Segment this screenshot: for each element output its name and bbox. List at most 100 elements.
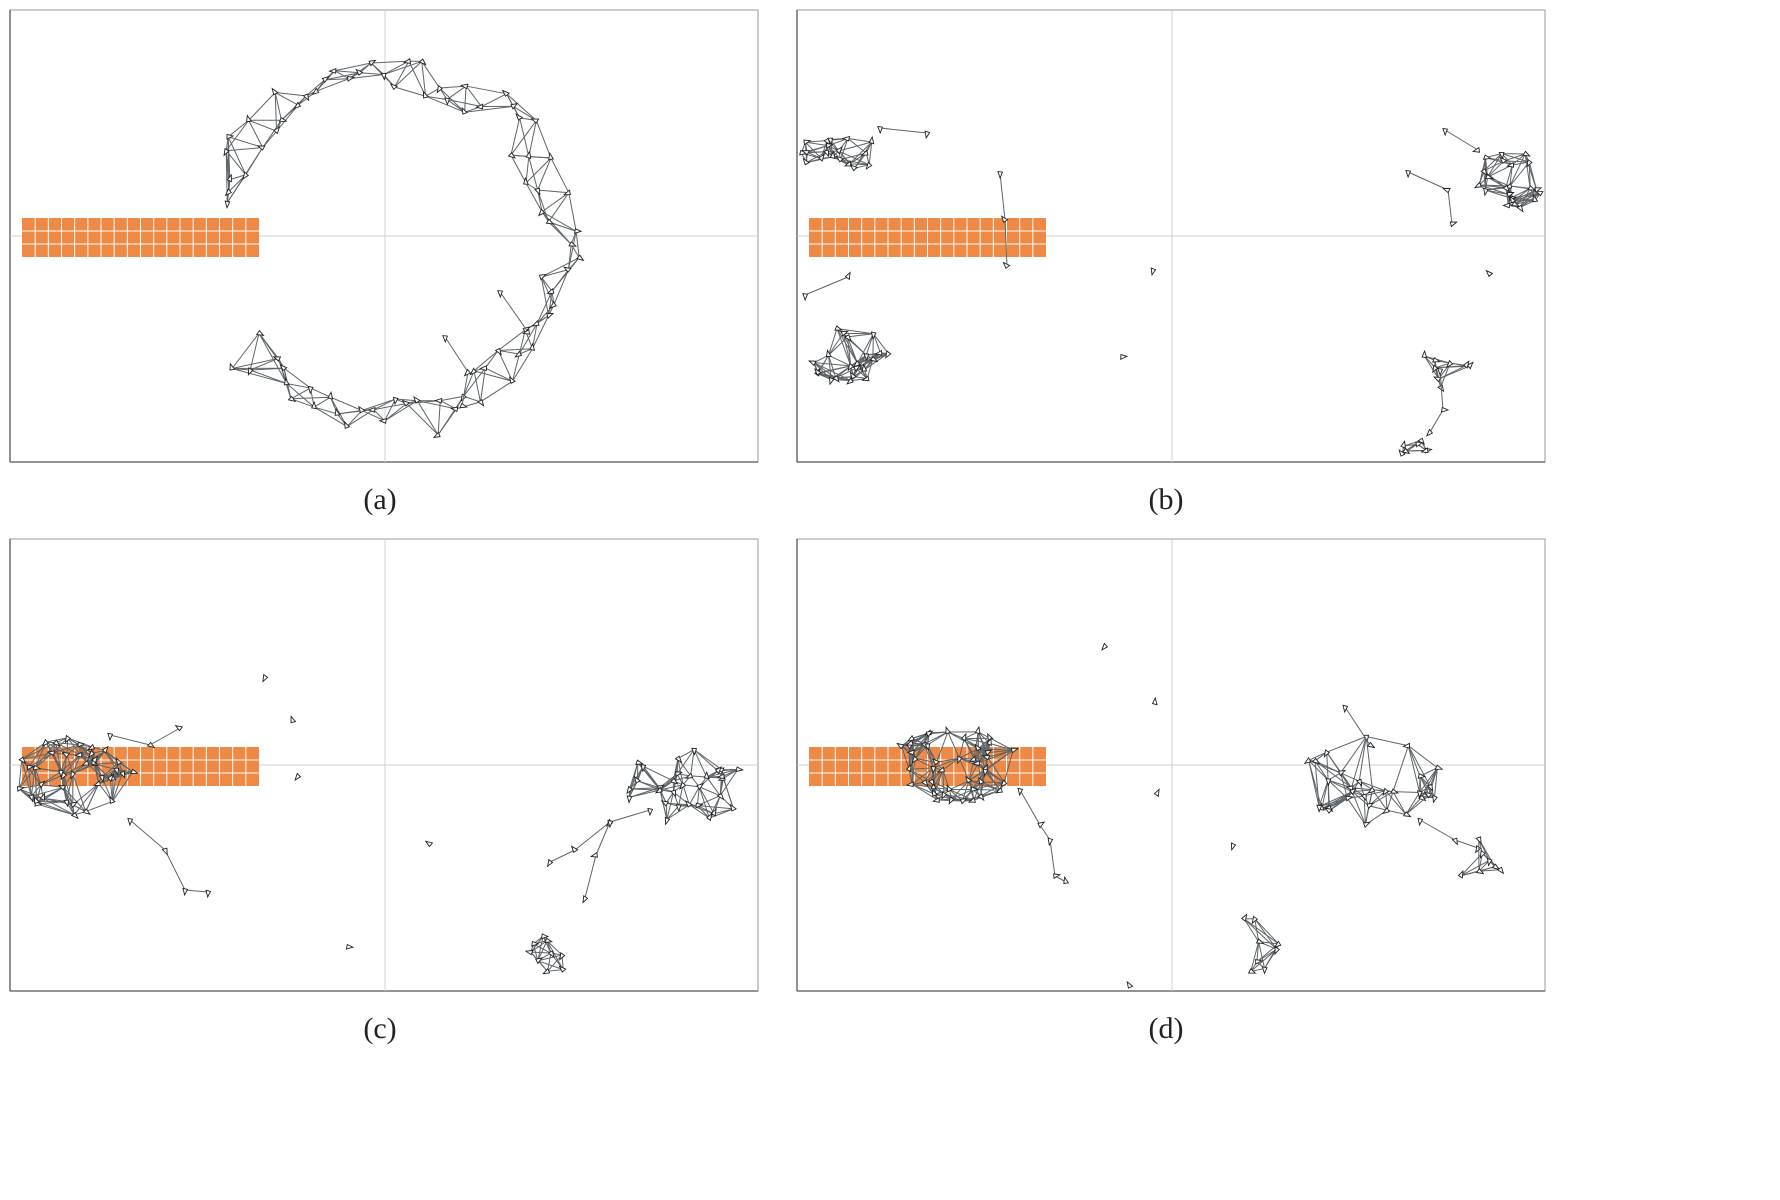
network-edge bbox=[1407, 745, 1431, 787]
network-edge bbox=[1019, 789, 1041, 826]
network-node bbox=[945, 726, 952, 735]
network-edge bbox=[840, 158, 870, 166]
network-node bbox=[535, 957, 543, 965]
network-node bbox=[1063, 875, 1070, 885]
network-node bbox=[1303, 756, 1312, 765]
network-edge bbox=[933, 757, 960, 769]
network-edge bbox=[999, 172, 1006, 221]
network-edge bbox=[1392, 791, 1407, 815]
network-edge bbox=[286, 383, 315, 408]
network-edge bbox=[980, 782, 1005, 797]
network-edge bbox=[227, 119, 250, 138]
network-node bbox=[302, 93, 310, 102]
network-node bbox=[418, 58, 427, 66]
network-node bbox=[849, 164, 858, 172]
network-node bbox=[1274, 946, 1281, 956]
network-node bbox=[38, 780, 46, 789]
network-edge bbox=[911, 767, 934, 785]
network-node bbox=[508, 376, 516, 384]
network-edge bbox=[530, 940, 548, 953]
network-edge bbox=[36, 786, 64, 803]
network-edge bbox=[546, 940, 564, 970]
network-edge bbox=[1386, 809, 1407, 815]
network-node bbox=[413, 396, 421, 404]
network-edge bbox=[248, 119, 277, 132]
network-node bbox=[1325, 778, 1332, 787]
network-edge bbox=[510, 120, 537, 156]
network-edge bbox=[274, 92, 299, 106]
network-edge bbox=[977, 749, 1014, 764]
network-node bbox=[459, 402, 469, 409]
network-node bbox=[997, 170, 1004, 180]
network-edge bbox=[693, 749, 723, 771]
network-node bbox=[974, 725, 981, 735]
network-edge bbox=[676, 749, 695, 775]
network-edge bbox=[21, 759, 32, 797]
network-cluster bbox=[1398, 437, 1433, 457]
network-node bbox=[675, 771, 684, 778]
network-node bbox=[574, 228, 583, 234]
network-edge bbox=[696, 786, 700, 806]
network-node bbox=[1475, 867, 1485, 875]
network-edge bbox=[535, 120, 552, 159]
network-node bbox=[70, 811, 79, 820]
network-edge bbox=[1524, 153, 1531, 189]
network-edge bbox=[1372, 789, 1394, 793]
network-node bbox=[46, 750, 56, 756]
network-edge bbox=[73, 783, 100, 816]
network-node bbox=[826, 142, 834, 149]
network-cluster bbox=[127, 817, 212, 899]
network-edge bbox=[536, 291, 553, 324]
network-edge bbox=[66, 773, 74, 802]
network-node bbox=[1366, 741, 1376, 749]
network-node bbox=[905, 781, 914, 788]
network-node bbox=[479, 365, 488, 372]
network-edge bbox=[480, 380, 513, 403]
network-edge bbox=[1424, 355, 1440, 380]
network-edge bbox=[1368, 805, 1388, 811]
network-edge bbox=[231, 368, 287, 384]
network-node bbox=[1362, 821, 1371, 829]
network-node bbox=[1323, 749, 1331, 758]
network-edge bbox=[72, 783, 100, 806]
network-edge bbox=[911, 752, 914, 785]
network-edge bbox=[528, 156, 551, 159]
network-edge bbox=[78, 744, 95, 764]
network-edge bbox=[229, 174, 246, 181]
network-edge bbox=[958, 758, 970, 781]
network-edge bbox=[395, 398, 418, 402]
network-node bbox=[1000, 215, 1009, 223]
network-edge bbox=[95, 763, 117, 770]
network-edge bbox=[316, 78, 350, 92]
network-edge bbox=[337, 409, 374, 415]
network-edge bbox=[1039, 824, 1051, 841]
network-node bbox=[510, 102, 519, 110]
network-edge bbox=[908, 769, 925, 783]
network-node bbox=[87, 743, 96, 751]
network-node bbox=[669, 777, 679, 785]
network-edge bbox=[394, 86, 426, 97]
network-edge bbox=[324, 78, 350, 81]
network-node bbox=[1360, 793, 1367, 802]
network-edge bbox=[465, 85, 482, 107]
network-edge bbox=[1407, 171, 1449, 191]
network-edge bbox=[943, 793, 963, 802]
network-edge bbox=[330, 396, 363, 411]
network-edge bbox=[28, 741, 47, 768]
network-edge bbox=[660, 784, 684, 791]
network-node bbox=[832, 375, 840, 383]
network-node bbox=[1506, 192, 1515, 198]
network-node bbox=[559, 952, 566, 961]
network-edge bbox=[512, 353, 520, 382]
network-cluster bbox=[223, 57, 585, 439]
network-edge bbox=[373, 409, 386, 422]
network-node bbox=[1482, 154, 1492, 160]
network-edge bbox=[835, 367, 857, 379]
network-node bbox=[924, 743, 931, 752]
network-edge bbox=[1340, 772, 1360, 782]
network-node bbox=[1405, 169, 1412, 179]
network-edge bbox=[836, 328, 874, 335]
network-edge bbox=[1351, 791, 1370, 807]
network-edge bbox=[1258, 941, 1265, 969]
network-edge bbox=[359, 62, 372, 74]
